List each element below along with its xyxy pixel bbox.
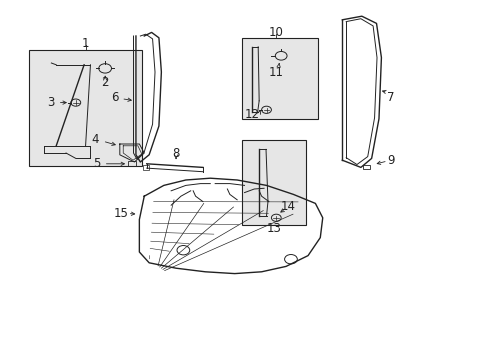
FancyBboxPatch shape bbox=[242, 140, 305, 225]
Text: 14: 14 bbox=[281, 201, 295, 213]
Text: 15: 15 bbox=[114, 207, 128, 220]
Text: 8: 8 bbox=[172, 147, 180, 159]
Text: 9: 9 bbox=[386, 154, 394, 167]
Text: 7: 7 bbox=[386, 91, 394, 104]
Text: 2: 2 bbox=[101, 76, 109, 89]
Bar bbox=[363, 165, 369, 169]
Text: 12: 12 bbox=[244, 108, 259, 121]
Text: 11: 11 bbox=[268, 66, 283, 78]
Text: 1: 1 bbox=[81, 37, 89, 50]
FancyBboxPatch shape bbox=[242, 38, 317, 119]
Text: 4: 4 bbox=[91, 133, 99, 146]
Bar bbox=[143, 165, 149, 170]
Bar bbox=[128, 161, 136, 166]
Text: 10: 10 bbox=[268, 26, 283, 39]
Text: 13: 13 bbox=[266, 222, 281, 235]
Text: 3: 3 bbox=[47, 96, 55, 109]
FancyBboxPatch shape bbox=[29, 50, 142, 166]
Text: 5: 5 bbox=[92, 157, 100, 170]
Text: 6: 6 bbox=[111, 91, 119, 104]
